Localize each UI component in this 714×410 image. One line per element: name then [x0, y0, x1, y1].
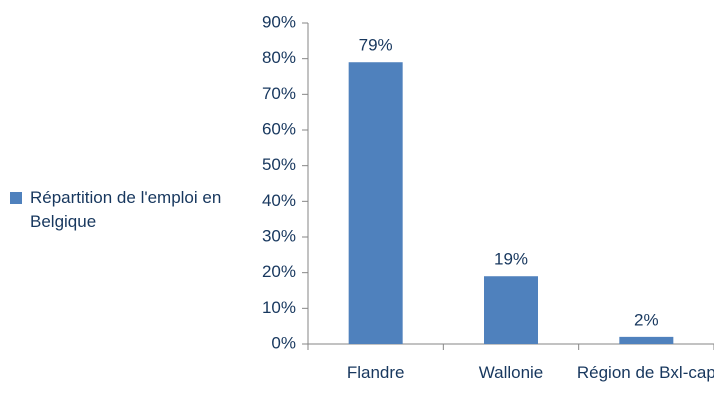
legend: Répartition de l'emploi en Belgique: [10, 186, 245, 234]
value-label: 19%: [494, 250, 528, 269]
y-tick-label: 20%: [262, 262, 296, 281]
bar: [619, 336, 674, 344]
y-tick-label: 0%: [271, 333, 296, 352]
legend-swatch: [10, 192, 22, 204]
y-tick-label: 40%: [262, 191, 296, 210]
y-tick-label: 50%: [262, 155, 296, 174]
y-tick-label: 60%: [262, 119, 296, 138]
y-tick-label: 10%: [262, 298, 296, 317]
value-label: 79%: [359, 36, 393, 55]
y-tick-label: 70%: [262, 84, 296, 103]
bar: [348, 62, 403, 344]
bar: [484, 276, 538, 344]
x-tick-label: Flandre: [346, 363, 405, 382]
x-tick-label: Région de Bxl-cap: [576, 363, 714, 382]
y-tick-label: 80%: [262, 48, 296, 67]
y-tick-label: 30%: [262, 226, 296, 245]
y-tick-label: 90%: [262, 12, 296, 31]
legend-label: Répartition de l'emploi en Belgique: [30, 188, 222, 231]
x-tick-label: Wallonie: [478, 363, 544, 382]
value-label: 2%: [634, 310, 659, 329]
